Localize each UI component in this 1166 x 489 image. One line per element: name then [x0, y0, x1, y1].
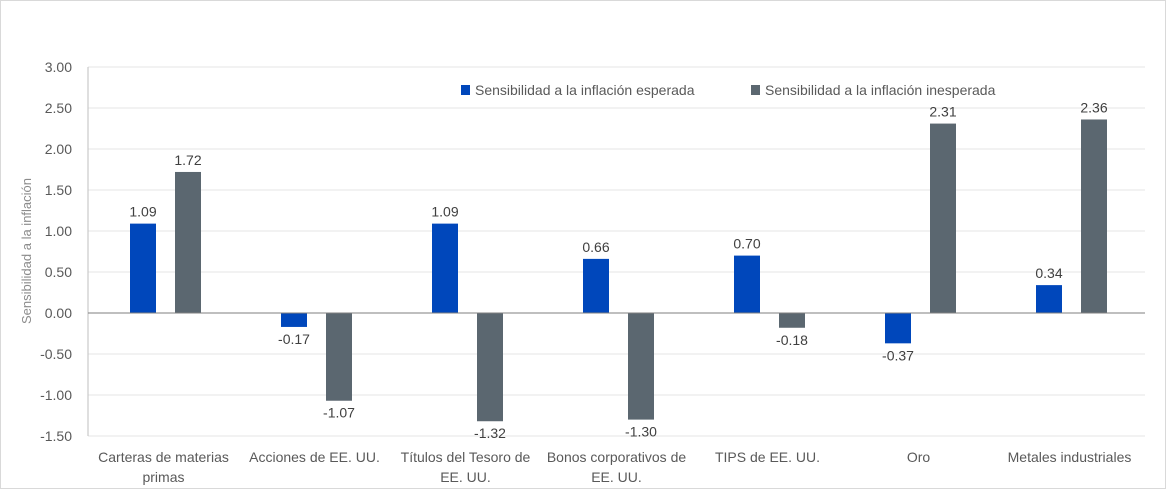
data-label-unexpected: 2.31	[929, 104, 956, 120]
category-label: Metales industriales	[1008, 449, 1132, 465]
bar-expected	[885, 313, 911, 344]
y-tick-label: -0.50	[40, 346, 72, 362]
bar-unexpected	[779, 313, 805, 328]
data-label-unexpected: 1.72	[174, 152, 201, 168]
y-tick-label: 1.00	[45, 223, 72, 239]
legend: Sensibilidad a la inflación esperada Sen…	[461, 82, 996, 98]
data-label-expected: 1.09	[129, 204, 156, 220]
data-label-unexpected: -1.32	[474, 425, 506, 441]
legend-label-expected: Sensibilidad a la inflación esperada	[475, 82, 695, 98]
y-tick-label: 3.00	[45, 59, 72, 75]
y-tick-label: 1.50	[45, 182, 72, 198]
category-label: Oro	[907, 449, 931, 465]
bar-expected	[1036, 285, 1062, 313]
data-label-expected: -0.17	[278, 331, 310, 347]
category-label: primas	[142, 469, 184, 485]
y-tick-label: -1.50	[40, 428, 72, 444]
data-label-expected: 0.66	[582, 239, 609, 255]
data-label-unexpected: -1.30	[625, 424, 657, 440]
legend-swatch-expected	[461, 85, 470, 95]
category-label: Carteras de materias	[98, 449, 229, 465]
bar-expected	[734, 255, 760, 313]
bar-unexpected	[1081, 119, 1107, 313]
category-label: TIPS de EE. UU.	[715, 449, 820, 465]
category-label: Acciones de EE. UU.	[249, 449, 380, 465]
data-label-expected: -0.37	[882, 347, 914, 363]
data-label-expected: 0.70	[733, 236, 760, 252]
data-label-expected: 0.34	[1035, 265, 1062, 281]
category-label: EE. UU.	[591, 469, 642, 485]
category-label: Títulos del Tesoro de	[401, 449, 531, 465]
bars	[130, 119, 1107, 422]
y-tick-label: 0.50	[45, 264, 72, 280]
data-label-expected: 1.09	[431, 204, 458, 220]
y-axis-ticks: 3.00 2.50 2.00 1.50 1.00 0.50 0.00 -0.50 -1.00 -1…	[40, 59, 72, 444]
category-label: EE. UU.	[440, 469, 491, 485]
data-label-unexpected: -1.07	[323, 405, 355, 421]
bar-expected	[583, 258, 609, 313]
y-tick-label: 0.00	[45, 305, 72, 321]
bar-unexpected	[930, 123, 956, 313]
category-labels: Carteras de materias primas Acciones de EE…	[98, 449, 1131, 485]
category-label: Bonos corporativos de	[547, 449, 687, 465]
y-tick-label: 2.50	[45, 100, 72, 116]
bar-unexpected	[326, 313, 352, 401]
data-label-unexpected: -0.18	[776, 332, 808, 348]
gridlines	[88, 66, 1145, 437]
y-tick-label: 2.00	[45, 141, 72, 157]
data-label-unexpected: 2.36	[1080, 99, 1107, 115]
y-tick-label: -1.00	[40, 387, 72, 403]
bar-unexpected	[175, 171, 201, 313]
legend-swatch-unexpected	[751, 85, 760, 95]
legend-label-unexpected: Sensibilidad a la inflación inesperada	[765, 82, 996, 98]
bar-expected	[281, 313, 307, 327]
bar-expected	[130, 223, 156, 313]
data-labels: 1.09 -0.17 1.09 0.66 0.70 -0.37 0.34 1.72 -1.07 -…	[129, 99, 1107, 441]
y-axis-title: Sensibilidad a la inflación	[19, 178, 34, 324]
bar-unexpected	[628, 313, 654, 420]
bar-unexpected	[477, 313, 503, 422]
bar-expected	[432, 223, 458, 313]
